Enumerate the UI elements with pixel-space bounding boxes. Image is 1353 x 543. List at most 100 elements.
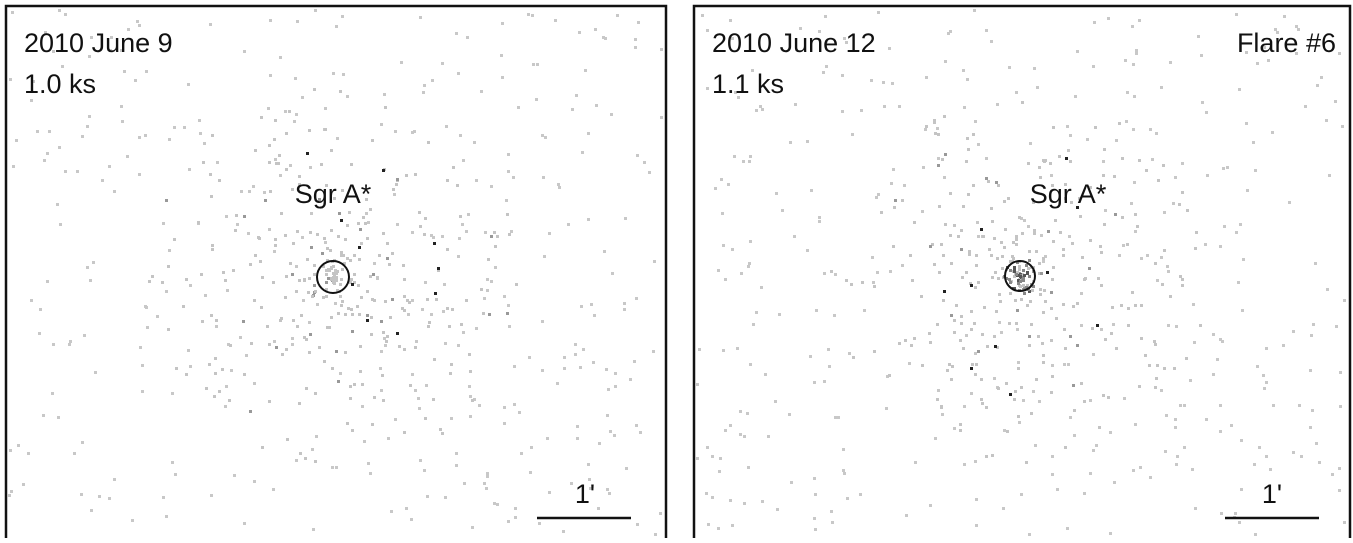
noise-pixel <box>1100 284 1103 287</box>
noise-pixel <box>279 319 282 322</box>
noise-pixel <box>873 285 876 288</box>
noise-pixel <box>1239 223 1242 226</box>
noise-pixel <box>1104 209 1107 212</box>
noise-pixel <box>469 415 472 418</box>
noise-pixel <box>998 321 1001 324</box>
noise-pixel <box>8 494 11 497</box>
noise-pixel <box>875 196 878 199</box>
noise-pixel <box>347 307 350 310</box>
noise-pixel <box>432 398 435 401</box>
noise-pixel <box>250 342 253 345</box>
noise-pixel <box>333 274 336 277</box>
noise-pixel <box>468 353 471 356</box>
noise-pixel <box>1073 434 1076 437</box>
noise-pixel <box>1127 324 1130 327</box>
noise-pixel <box>380 350 383 353</box>
noise-pixel <box>1021 101 1024 104</box>
noise-pixel <box>245 354 248 357</box>
noise-pixel <box>366 314 369 317</box>
noise-pixel <box>324 107 327 110</box>
noise-pixel <box>292 319 295 322</box>
noise-pixel <box>636 154 639 157</box>
noise-pixel <box>452 166 455 169</box>
noise-pixel <box>446 307 449 310</box>
noise-pixel <box>517 106 520 109</box>
noise-pixel <box>634 46 637 49</box>
noise-pixel <box>427 325 430 328</box>
noise-pixel <box>877 11 880 14</box>
noise-pixel <box>1140 304 1143 307</box>
noise-pixel <box>536 63 539 66</box>
noise-pixel <box>1242 258 1245 261</box>
noise-pixel <box>962 69 965 72</box>
noise-pixel <box>291 337 294 340</box>
noise-pixel <box>635 424 638 427</box>
noise-pixel <box>1138 385 1141 388</box>
noise-pixel <box>593 314 596 317</box>
noise-pixel <box>278 154 281 157</box>
noise-pixel <box>937 157 940 160</box>
noise-pixel <box>1028 335 1031 338</box>
noise-pixel <box>469 370 472 373</box>
noise-pixel <box>1009 281 1012 284</box>
noise-pixel <box>901 264 904 267</box>
noise-pixel <box>411 299 414 302</box>
noise-pixel <box>168 138 171 141</box>
noise-pixel <box>740 272 743 275</box>
noise-pixel <box>310 212 313 215</box>
noise-pixel <box>1123 397 1126 400</box>
noise-pixel <box>975 498 978 501</box>
noise-pixel <box>462 159 465 162</box>
noise-pixel <box>558 186 561 189</box>
noise-pixel <box>430 313 433 316</box>
noise-pixel <box>383 93 386 96</box>
noise-pixel <box>973 322 976 325</box>
noise-pixel <box>1035 378 1038 381</box>
noise-pixel <box>327 277 330 280</box>
noise-pixel <box>1338 467 1341 470</box>
noise-pixel <box>314 290 317 293</box>
noise-pixel <box>403 295 406 298</box>
noise-pixel <box>1265 381 1268 384</box>
noise-pixel <box>1099 245 1102 248</box>
noise-pixel <box>171 392 174 395</box>
noise-pixel <box>36 130 39 133</box>
noise-pixel <box>1314 262 1317 265</box>
noise-pixel <box>701 14 704 17</box>
noise-pixel <box>151 275 154 278</box>
noise-pixel <box>507 153 510 156</box>
noise-pixel <box>876 271 879 274</box>
noise-pixel <box>264 199 267 202</box>
noise-pixel <box>235 214 238 217</box>
noise-pixel <box>997 184 1000 187</box>
noise-pixel <box>1164 450 1167 453</box>
noise-pixel <box>261 276 264 279</box>
noise-pixel <box>767 435 770 438</box>
noise-pixel <box>914 461 917 464</box>
noise-pixel <box>788 413 791 416</box>
noise-pixel <box>1134 304 1137 307</box>
noise-pixel <box>1102 394 1105 397</box>
noise-pixel <box>506 213 509 216</box>
noise-pixel <box>574 353 577 356</box>
noise-pixel <box>94 371 97 374</box>
noise-pixel <box>851 133 854 136</box>
noise-pixel <box>863 309 866 312</box>
noise-pixel <box>203 142 206 145</box>
noise-pixel <box>1027 225 1030 228</box>
noise-pixel <box>500 54 503 57</box>
noise-pixel <box>967 193 970 196</box>
noise-pixel <box>295 265 298 268</box>
noise-pixel <box>871 256 874 259</box>
noise-pixel <box>1076 302 1079 305</box>
noise-pixel <box>358 258 361 261</box>
noise-pixel <box>972 133 975 136</box>
noise-pixel <box>508 233 511 236</box>
noise-pixel <box>818 220 821 223</box>
noise-pixel <box>320 163 323 166</box>
noise-pixel <box>141 390 144 393</box>
noise-pixel <box>1071 242 1074 245</box>
noise-pixel <box>544 136 547 139</box>
noise-pixel <box>1288 201 1291 204</box>
noise-pixel <box>360 242 363 245</box>
